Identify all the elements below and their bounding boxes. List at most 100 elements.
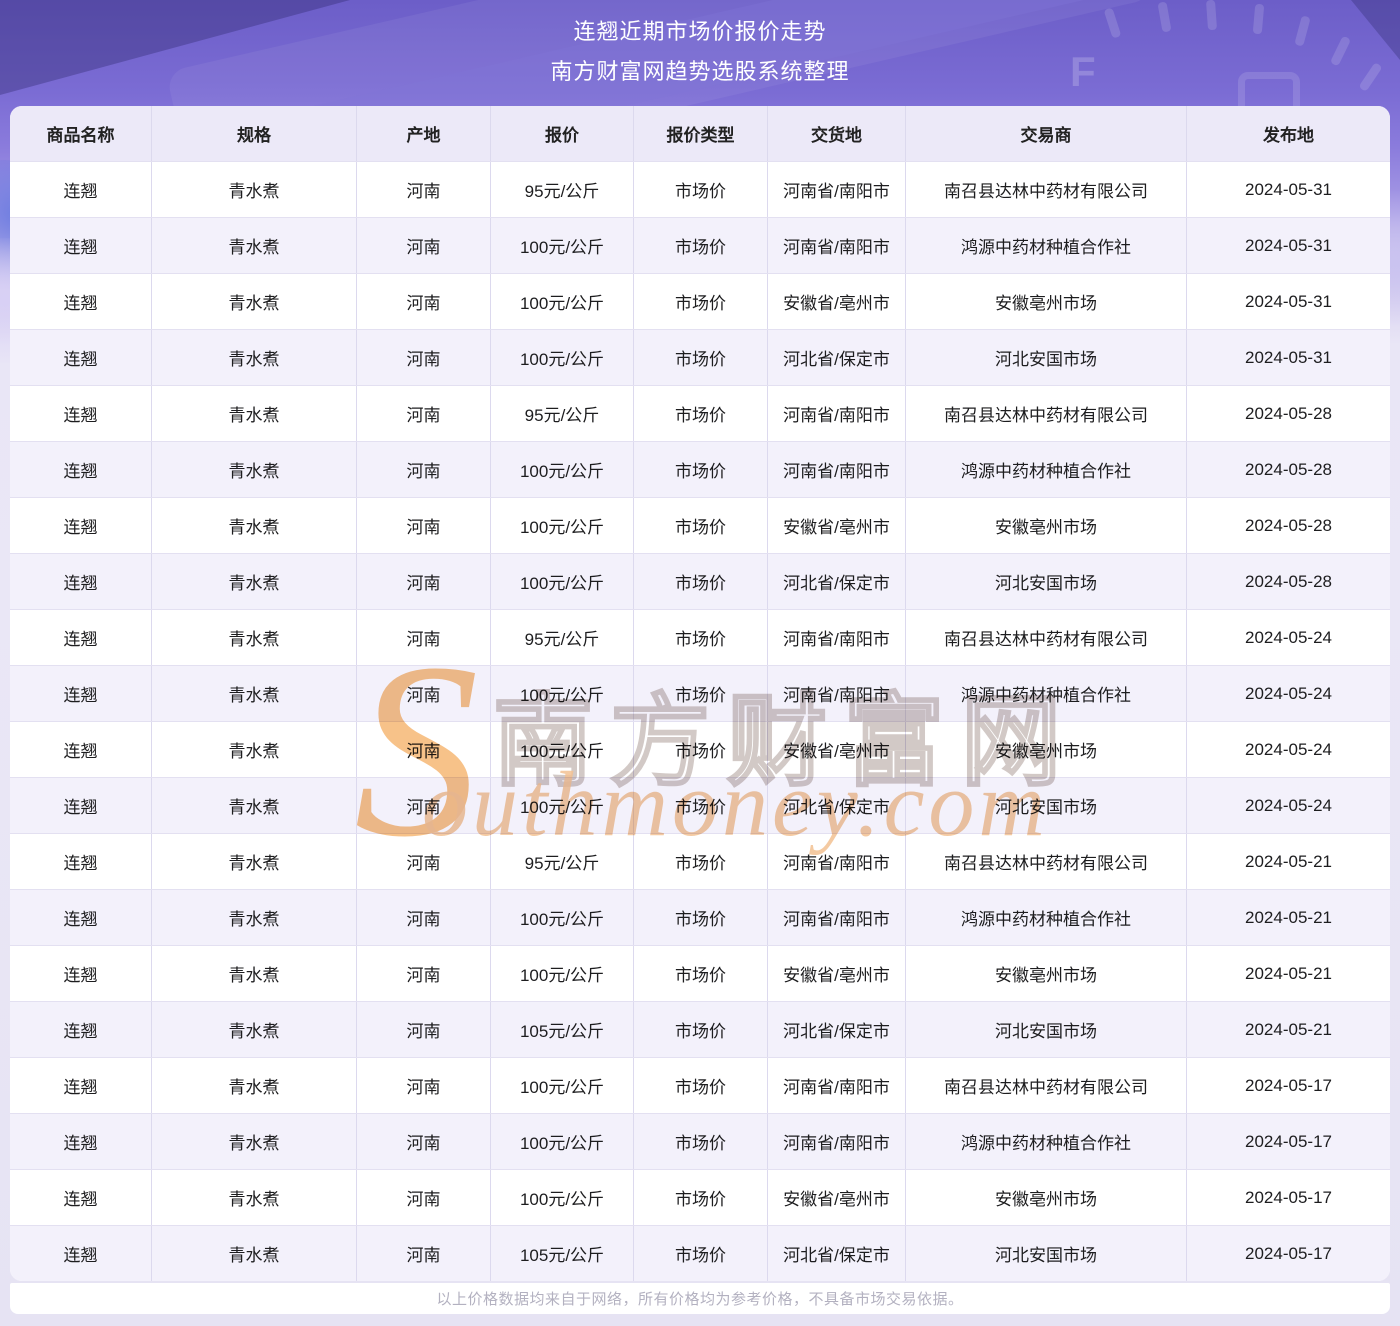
table-cell: 河南: [357, 442, 491, 497]
table-cell: 河南: [357, 1058, 491, 1113]
table-row: 连翘 青水煮 河南 100元/公斤 市场价 河南省/南阳市 鸿源中药材种植合作社 2024-0…: [10, 441, 1390, 497]
table-cell: 河北省/保定市: [768, 1226, 906, 1281]
table-cell: 安徽亳州市场: [906, 498, 1187, 553]
table-cell: 100元/公斤: [491, 554, 634, 609]
table-cell: 连翘: [10, 722, 152, 777]
table-cell: 青水煮: [152, 1226, 357, 1281]
table-cell: 100元/公斤: [491, 722, 634, 777]
table-cell: 100元/公斤: [491, 1058, 634, 1113]
table-cell: 市场价: [634, 946, 768, 1001]
table-cell: 南召县达林中药材有限公司: [906, 610, 1187, 665]
column-header: 规格: [152, 106, 357, 161]
column-header: 商品名称: [10, 106, 152, 161]
table-cell: 安徽省/亳州市: [768, 498, 906, 553]
table-cell: 河北省/保定市: [768, 1002, 906, 1057]
table-cell: 河北安国市场: [906, 1226, 1187, 1281]
table-cell: 青水煮: [152, 1114, 357, 1169]
table-cell: 青水煮: [152, 554, 357, 609]
table-cell: 连翘: [10, 1058, 152, 1113]
table-row: 连翘 青水煮 河南 95元/公斤 市场价 河南省/南阳市 南召县达林中药材有限公司 2024-…: [10, 833, 1390, 889]
table-cell: 2024-05-21: [1245, 907, 1332, 927]
table-cell: 95元/公斤: [491, 162, 634, 217]
table-cell: 安徽亳州市场: [906, 274, 1187, 329]
table-cell: 连翘: [10, 330, 152, 385]
table-cell: 100元/公斤: [491, 498, 634, 553]
table-cell: 市场价: [634, 330, 768, 385]
table-cell: 连翘: [10, 946, 152, 1001]
table-cell: 河南: [357, 1226, 491, 1281]
table-cell: 河南: [357, 834, 491, 889]
table-cell: 安徽亳州市场: [906, 722, 1187, 777]
table-cell: 2024-05-24: [1245, 739, 1332, 759]
table-cell: 2024-05-17: [1245, 1131, 1332, 1151]
table-cell: 河北安国市场: [906, 554, 1187, 609]
table-cell: 河北省/保定市: [768, 554, 906, 609]
table-row: 连翘 青水煮 河南 100元/公斤 市场价 安徽省/亳州市 安徽亳州市场 2024-05-28: [10, 497, 1390, 553]
table-cell: 河北安国市场: [906, 778, 1187, 833]
table-cell: 河南: [357, 666, 491, 721]
table-row: 连翘 青水煮 河南 100元/公斤 市场价 河北省/保定市 河北安国市场 2024-05-31: [10, 329, 1390, 385]
table-cell: 市场价: [634, 498, 768, 553]
table-cell: 河南: [357, 274, 491, 329]
table-cell: 2024-05-21: [1245, 851, 1332, 871]
table-cell: 连翘: [10, 666, 152, 721]
table-cell: 连翘: [10, 778, 152, 833]
column-header: 报价: [491, 106, 634, 161]
table-cell: 安徽亳州市场: [906, 946, 1187, 1001]
table-row: 连翘 青水煮 河南 100元/公斤 市场价 安徽省/亳州市 安徽亳州市场 2024-05-17: [10, 1169, 1390, 1225]
table-cell: 市场价: [634, 890, 768, 945]
table-cell: 河北省/保定市: [768, 330, 906, 385]
table-row: 连翘 青水煮 河南 95元/公斤 市场价 河南省/南阳市 南召县达林中药材有限公司 2024-…: [10, 385, 1390, 441]
table-row: 连翘 青水煮 河南 100元/公斤 市场价 河南省/南阳市 鸿源中药材种植合作社 2024-0…: [10, 889, 1390, 945]
table-cell: 河南省/南阳市: [768, 442, 906, 497]
table-cell: 市场价: [634, 554, 768, 609]
table-row: 连翘 青水煮 河南 100元/公斤 市场价 安徽省/亳州市 安徽亳州市场 2024-05-21: [10, 945, 1390, 1001]
table-cell: 青水煮: [152, 1058, 357, 1113]
table-cell: 市场价: [634, 1058, 768, 1113]
table-cell: 青水煮: [152, 274, 357, 329]
table-cell: 连翘: [10, 834, 152, 889]
column-header: 交货地: [768, 106, 906, 161]
price-table-section: 商品名称 规格 产地 报价 报价类型 交货地 交易商 发布地 连翘 青水煮 河南 95元/公斤 市场价…: [10, 106, 1390, 1314]
column-header: 产地: [357, 106, 491, 161]
table-cell: 市场价: [634, 778, 768, 833]
table-cell: 连翘: [10, 1170, 152, 1225]
table-cell: 2024-05-28: [1245, 571, 1332, 591]
table-cell: 市场价: [634, 218, 768, 273]
table-cell: 河南: [357, 386, 491, 441]
table-cell: 安徽省/亳州市: [768, 722, 906, 777]
table-cell: 连翘: [10, 1002, 152, 1057]
table-cell: 连翘: [10, 162, 152, 217]
table-cell: 河南: [357, 330, 491, 385]
table-cell: 河南: [357, 778, 491, 833]
table-row: 连翘 青水煮 河南 100元/公斤 市场价 河北省/保定市 河北安国市场 2024-05-24: [10, 777, 1390, 833]
table-cell: 河南: [357, 1170, 491, 1225]
table-header-row: 商品名称 规格 产地 报价 报价类型 交货地 交易商 发布地: [10, 106, 1390, 161]
table-cell: 河南: [357, 162, 491, 217]
table-cell: 市场价: [634, 1226, 768, 1281]
table-row: 连翘 青水煮 河南 100元/公斤 市场价 安徽省/亳州市 安徽亳州市场 2024-05-31: [10, 273, 1390, 329]
table-cell: 连翘: [10, 274, 152, 329]
disclaimer-bar: 以上价格数据均来自于网络，所有价格均为参考价格，不具备市场交易依据。: [10, 1283, 1390, 1314]
table-cell: 河南: [357, 890, 491, 945]
table-cell: 2024-05-21: [1245, 963, 1332, 983]
table-cell: 100元/公斤: [491, 330, 634, 385]
table-row: 连翘 青水煮 河南 100元/公斤 市场价 河南省/南阳市 鸿源中药材种植合作社 2024-0…: [10, 1113, 1390, 1169]
table-cell: 河北省/保定市: [768, 778, 906, 833]
table-cell: 河北安国市场: [906, 1002, 1187, 1057]
table-cell: 河南省/南阳市: [768, 1114, 906, 1169]
table-cell: 100元/公斤: [491, 946, 634, 1001]
table-cell: 市场价: [634, 1114, 768, 1169]
table-cell: 100元/公斤: [491, 274, 634, 329]
table-cell: 青水煮: [152, 610, 357, 665]
table-cell: 2024-05-17: [1245, 1243, 1332, 1263]
page-subtitle: 南方财富网趋势选股系统整理: [550, 59, 850, 84]
table-cell: 95元/公斤: [491, 834, 634, 889]
table-cell: 河南省/南阳市: [768, 834, 906, 889]
table-cell: 2024-05-17: [1245, 1075, 1332, 1095]
table-cell: 连翘: [10, 386, 152, 441]
table-cell: 2024-05-31: [1245, 235, 1332, 255]
table-cell: 安徽省/亳州市: [768, 946, 906, 1001]
table-cell: 河南: [357, 722, 491, 777]
